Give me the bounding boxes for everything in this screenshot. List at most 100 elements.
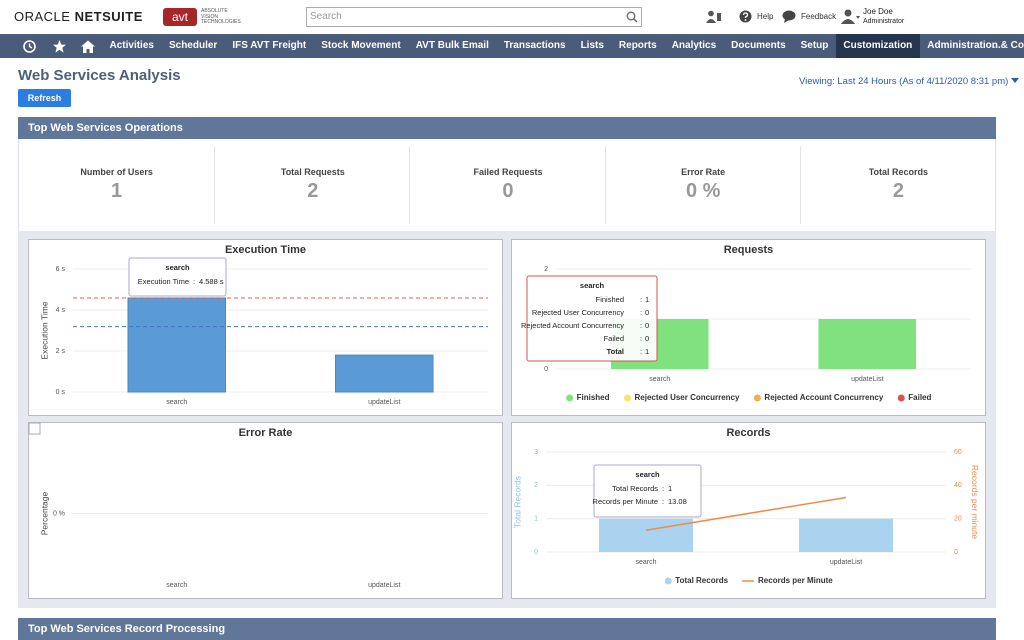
chart: Requests 0 1 2 search updateList Finished Rejec… [511,239,986,416]
tooltip-label: Total Records [612,484,658,493]
y2-tick-label: 40 [954,482,962,489]
legend-label: Failed [908,393,931,402]
search-box[interactable]: Search [306,7,642,27]
nav-item[interactable]: Lists [580,40,604,51]
y-tick-label: 2 [534,482,538,489]
tooltip-value: 1 [668,484,672,493]
help-icon[interactable] [739,10,752,23]
user-icon[interactable] [841,9,861,24]
bar [599,518,693,552]
tooltip-separator: : [662,484,664,493]
viewing-filter[interactable]: Viewing: Last 24 Hours (As of 4/11/2020 … [799,76,1019,87]
legend-symbol [566,394,574,402]
chart: Error Rate 0 % Percentage search updateList [28,422,503,599]
tooltip-value: 1 [645,347,649,356]
tooltip-value: 0 [645,321,649,330]
recent-icon[interactable] [22,39,37,54]
nav-item[interactable]: AVT Bulk Email [415,40,489,51]
legend-label: Finished [577,393,610,402]
y2-tick-label: 0 [954,549,958,556]
stat-value: 2 [307,180,319,202]
dropdown-arrow [1010,78,1019,83]
user-name[interactable]: Joe Doe [863,7,893,16]
stat: Number of Users 1 [19,146,214,224]
tooltip-value: 13.08 [668,497,687,506]
tooltip-separator: : [193,277,195,286]
stat: Error Rate 0 % [604,146,801,224]
legend-symbol [664,577,672,585]
x-tick-label: updateList [368,399,400,406]
help-link[interactable]: Help [757,12,774,21]
tooltip-label: Failed [604,334,624,343]
y-tick-label: 2 [544,266,548,273]
chart-frame [511,422,986,599]
charts-area: Execution Time 0 s 2 s 4 s 6 s Execution Time… [18,231,996,608]
nav-item[interactable]: Documents [731,40,786,51]
nav-item[interactable]: Transactions [503,40,566,51]
stat: Total Requests 2 [214,146,410,224]
chart-title: Error Rate [239,427,293,439]
y2-tick-label: 60 [954,449,962,456]
logo[interactable]: ORACLE NETSUITE [14,9,143,24]
activity-icon[interactable] [706,10,722,24]
x-tick-label: search [635,559,656,566]
user-role: Administrator [863,18,905,25]
nav-item[interactable]: Analytics [671,40,717,51]
tooltip-box [526,275,658,362]
y-tick-label: 1 [534,516,538,523]
x-tick-label: search [166,399,187,406]
chart-title: Requests [724,244,774,256]
stat: Total Records 2 [799,146,996,224]
tooltip-value: 0 [645,308,649,317]
feedback-link[interactable]: Feedback [801,12,837,21]
favorites-icon[interactable] [52,39,67,54]
stat-value: 0 [502,180,514,202]
tooltip-label: Total [607,347,624,356]
tooltip-label: Rejected Account Concurrency [521,321,624,330]
y-tick-label: 0 % [53,510,65,517]
search-icon [626,11,638,23]
tooltip-separator: : [640,295,642,304]
tooltip-separator: : [640,321,642,330]
tooltip-title: search [165,263,190,272]
tooltip-separator: : [640,347,642,356]
tooltip: search Total Records:1 Records per Minute:… [593,464,702,518]
y2-axis-label: Records per minute [970,465,980,539]
brand: ORACLE [14,9,71,24]
tooltip-value: 0 [645,334,649,343]
home-icon[interactable] [80,39,96,54]
tooltip-separator: : [640,334,642,343]
y-tick-label: 0 [534,549,538,556]
feedback-icon[interactable] [782,10,796,23]
nav-item[interactable]: IFS AVT Freight [232,40,307,51]
viewing-text: Viewing: Last 24 Hours (As of 4/11/2020 … [799,76,1009,87]
nav-item[interactable]: Reports [618,40,657,51]
bar [818,319,917,369]
y-tick-label: 3 [534,449,538,456]
nav-item[interactable]: Customization [835,34,920,58]
legend: Finished Rejected User Concurrency Rejecte… [566,393,932,402]
nav-item[interactable]: Setup [800,40,829,51]
tooltip-label: Rejected User Concurrency [532,308,624,317]
stat-label: Total Requests [280,167,345,177]
nav-item[interactable]: Administration & Controls [927,40,1024,51]
search-placeholder: Search [310,11,342,22]
stat-value: 1 [111,180,123,202]
chart: Execution Time 0 s 2 s 4 s 6 s Execution Time… [28,239,503,416]
nav-item[interactable]: Activities [109,40,154,51]
stat-value: 0 % [685,180,721,202]
product: NETSUITE [74,9,143,24]
nav-more[interactable]: ... [992,40,1001,51]
y-tick-label: 2 s [56,348,66,355]
nav-item[interactable]: Stock Movement [321,40,401,51]
section-header: Top Web Services Operations [18,117,996,139]
refresh-button[interactable]: Refresh [18,89,71,107]
tooltip-title: search [580,281,605,290]
stat-label: Total Records [868,167,929,177]
nav-item[interactable]: Scheduler [168,40,218,51]
stat-value: 2 [892,180,904,202]
tooltip-label: Finished [596,295,624,304]
x-tick-label: search [166,582,187,589]
y-tick-label: 0 s [56,389,66,396]
